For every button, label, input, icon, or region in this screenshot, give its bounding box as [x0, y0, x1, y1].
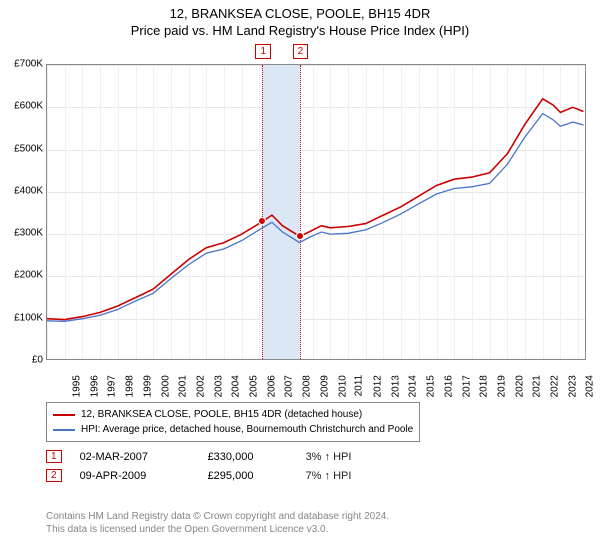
- y-tick-label: £100K: [3, 312, 43, 323]
- footer-line-2: This data is licensed under the Open Gov…: [46, 523, 389, 536]
- title-line-2: Price paid vs. HM Land Registry's House …: [0, 23, 600, 40]
- x-tick-label: 1998: [124, 375, 135, 397]
- legend-row: HPI: Average price, detached house, Bour…: [53, 422, 413, 437]
- event-table-row: 1 02-MAR-2007 £330,000 3% ↑ HPI: [46, 450, 351, 463]
- x-tick-label: 1999: [142, 375, 153, 397]
- footer-attribution: Contains HM Land Registry data © Crown c…: [46, 510, 389, 536]
- title-line-1: 12, BRANKSEA CLOSE, POOLE, BH15 4DR: [0, 6, 600, 23]
- series-lines: [47, 65, 587, 361]
- y-tick-label: £300K: [3, 228, 43, 239]
- x-tick-label: 2018: [478, 375, 489, 397]
- x-tick-label: 1996: [89, 375, 100, 397]
- y-tick-label: £500K: [3, 143, 43, 154]
- y-tick-label: £0: [3, 355, 43, 366]
- x-tick-label: 2009: [319, 375, 330, 397]
- x-tick-label: 2011: [354, 375, 365, 397]
- event-price: £330,000: [208, 451, 288, 463]
- x-tick-label: 2005: [248, 375, 259, 397]
- event-marker-dot: [258, 217, 266, 225]
- event-marker-dot: [296, 232, 304, 240]
- legend-label: 12, BRANKSEA CLOSE, POOLE, BH15 4DR (det…: [81, 407, 362, 422]
- x-tick-label: 2023: [567, 375, 578, 397]
- x-tick-label: 2000: [160, 375, 171, 397]
- x-tick-label: 2001: [177, 375, 188, 397]
- x-tick-label: 1995: [71, 375, 82, 397]
- event-price: £295,000: [208, 470, 288, 482]
- series-line: [47, 99, 584, 320]
- legend-row: 12, BRANKSEA CLOSE, POOLE, BH15 4DR (det…: [53, 407, 413, 422]
- y-tick-label: £400K: [3, 185, 43, 196]
- footer-line-1: Contains HM Land Registry data © Crown c…: [46, 510, 389, 523]
- x-tick-label: 2006: [266, 375, 277, 397]
- x-tick-label: 2003: [213, 375, 224, 397]
- x-tick-label: 2004: [231, 375, 242, 397]
- plot-area: [46, 64, 586, 360]
- x-tick-label: 2014: [408, 375, 419, 397]
- x-tick-label: 2024: [585, 375, 596, 397]
- x-tick-label: 1997: [107, 375, 118, 397]
- legend-label: HPI: Average price, detached house, Bour…: [81, 422, 413, 437]
- x-tick-label: 2015: [425, 375, 436, 397]
- x-tick-label: 2007: [284, 375, 295, 397]
- x-tick-label: 2017: [461, 375, 472, 397]
- x-tick-label: 2013: [390, 375, 401, 397]
- x-tick-label: 2019: [496, 375, 507, 397]
- event-delta: 3% ↑ HPI: [306, 451, 352, 463]
- series-line: [47, 114, 584, 322]
- y-tick-label: £200K: [3, 270, 43, 281]
- x-tick-label: 2002: [195, 375, 206, 397]
- y-tick-label: £600K: [3, 101, 43, 112]
- x-tick-label: 2016: [443, 375, 454, 397]
- x-tick-label: 2010: [337, 375, 348, 397]
- chart-container: 12, BRANKSEA CLOSE, POOLE, BH15 4DR Pric…: [0, 0, 600, 560]
- x-tick-label: 2021: [532, 375, 543, 397]
- event-table-row: 2 09-APR-2009 £295,000 7% ↑ HPI: [46, 469, 351, 482]
- legend-swatch: [53, 429, 75, 431]
- event-delta: 7% ↑ HPI: [306, 470, 352, 482]
- x-tick-label: 2020: [514, 375, 525, 397]
- y-tick-label: £700K: [3, 59, 43, 70]
- x-tick-label: 2012: [372, 375, 383, 397]
- event-marker-label: 2: [293, 44, 309, 59]
- x-tick-label: 2008: [301, 375, 312, 397]
- legend: 12, BRANKSEA CLOSE, POOLE, BH15 4DR (det…: [46, 402, 420, 442]
- legend-swatch: [53, 414, 75, 416]
- event-index: 1: [46, 450, 62, 463]
- event-marker-label: 1: [255, 44, 271, 59]
- event-date: 09-APR-2009: [80, 470, 190, 482]
- event-index: 2: [46, 469, 62, 482]
- chart-title: 12, BRANKSEA CLOSE, POOLE, BH15 4DR Pric…: [0, 0, 600, 40]
- x-tick-label: 2022: [549, 375, 560, 397]
- event-date: 02-MAR-2007: [80, 451, 190, 463]
- events-table: 1 02-MAR-2007 £330,000 3% ↑ HPI 2 09-APR-2009…: [46, 450, 351, 488]
